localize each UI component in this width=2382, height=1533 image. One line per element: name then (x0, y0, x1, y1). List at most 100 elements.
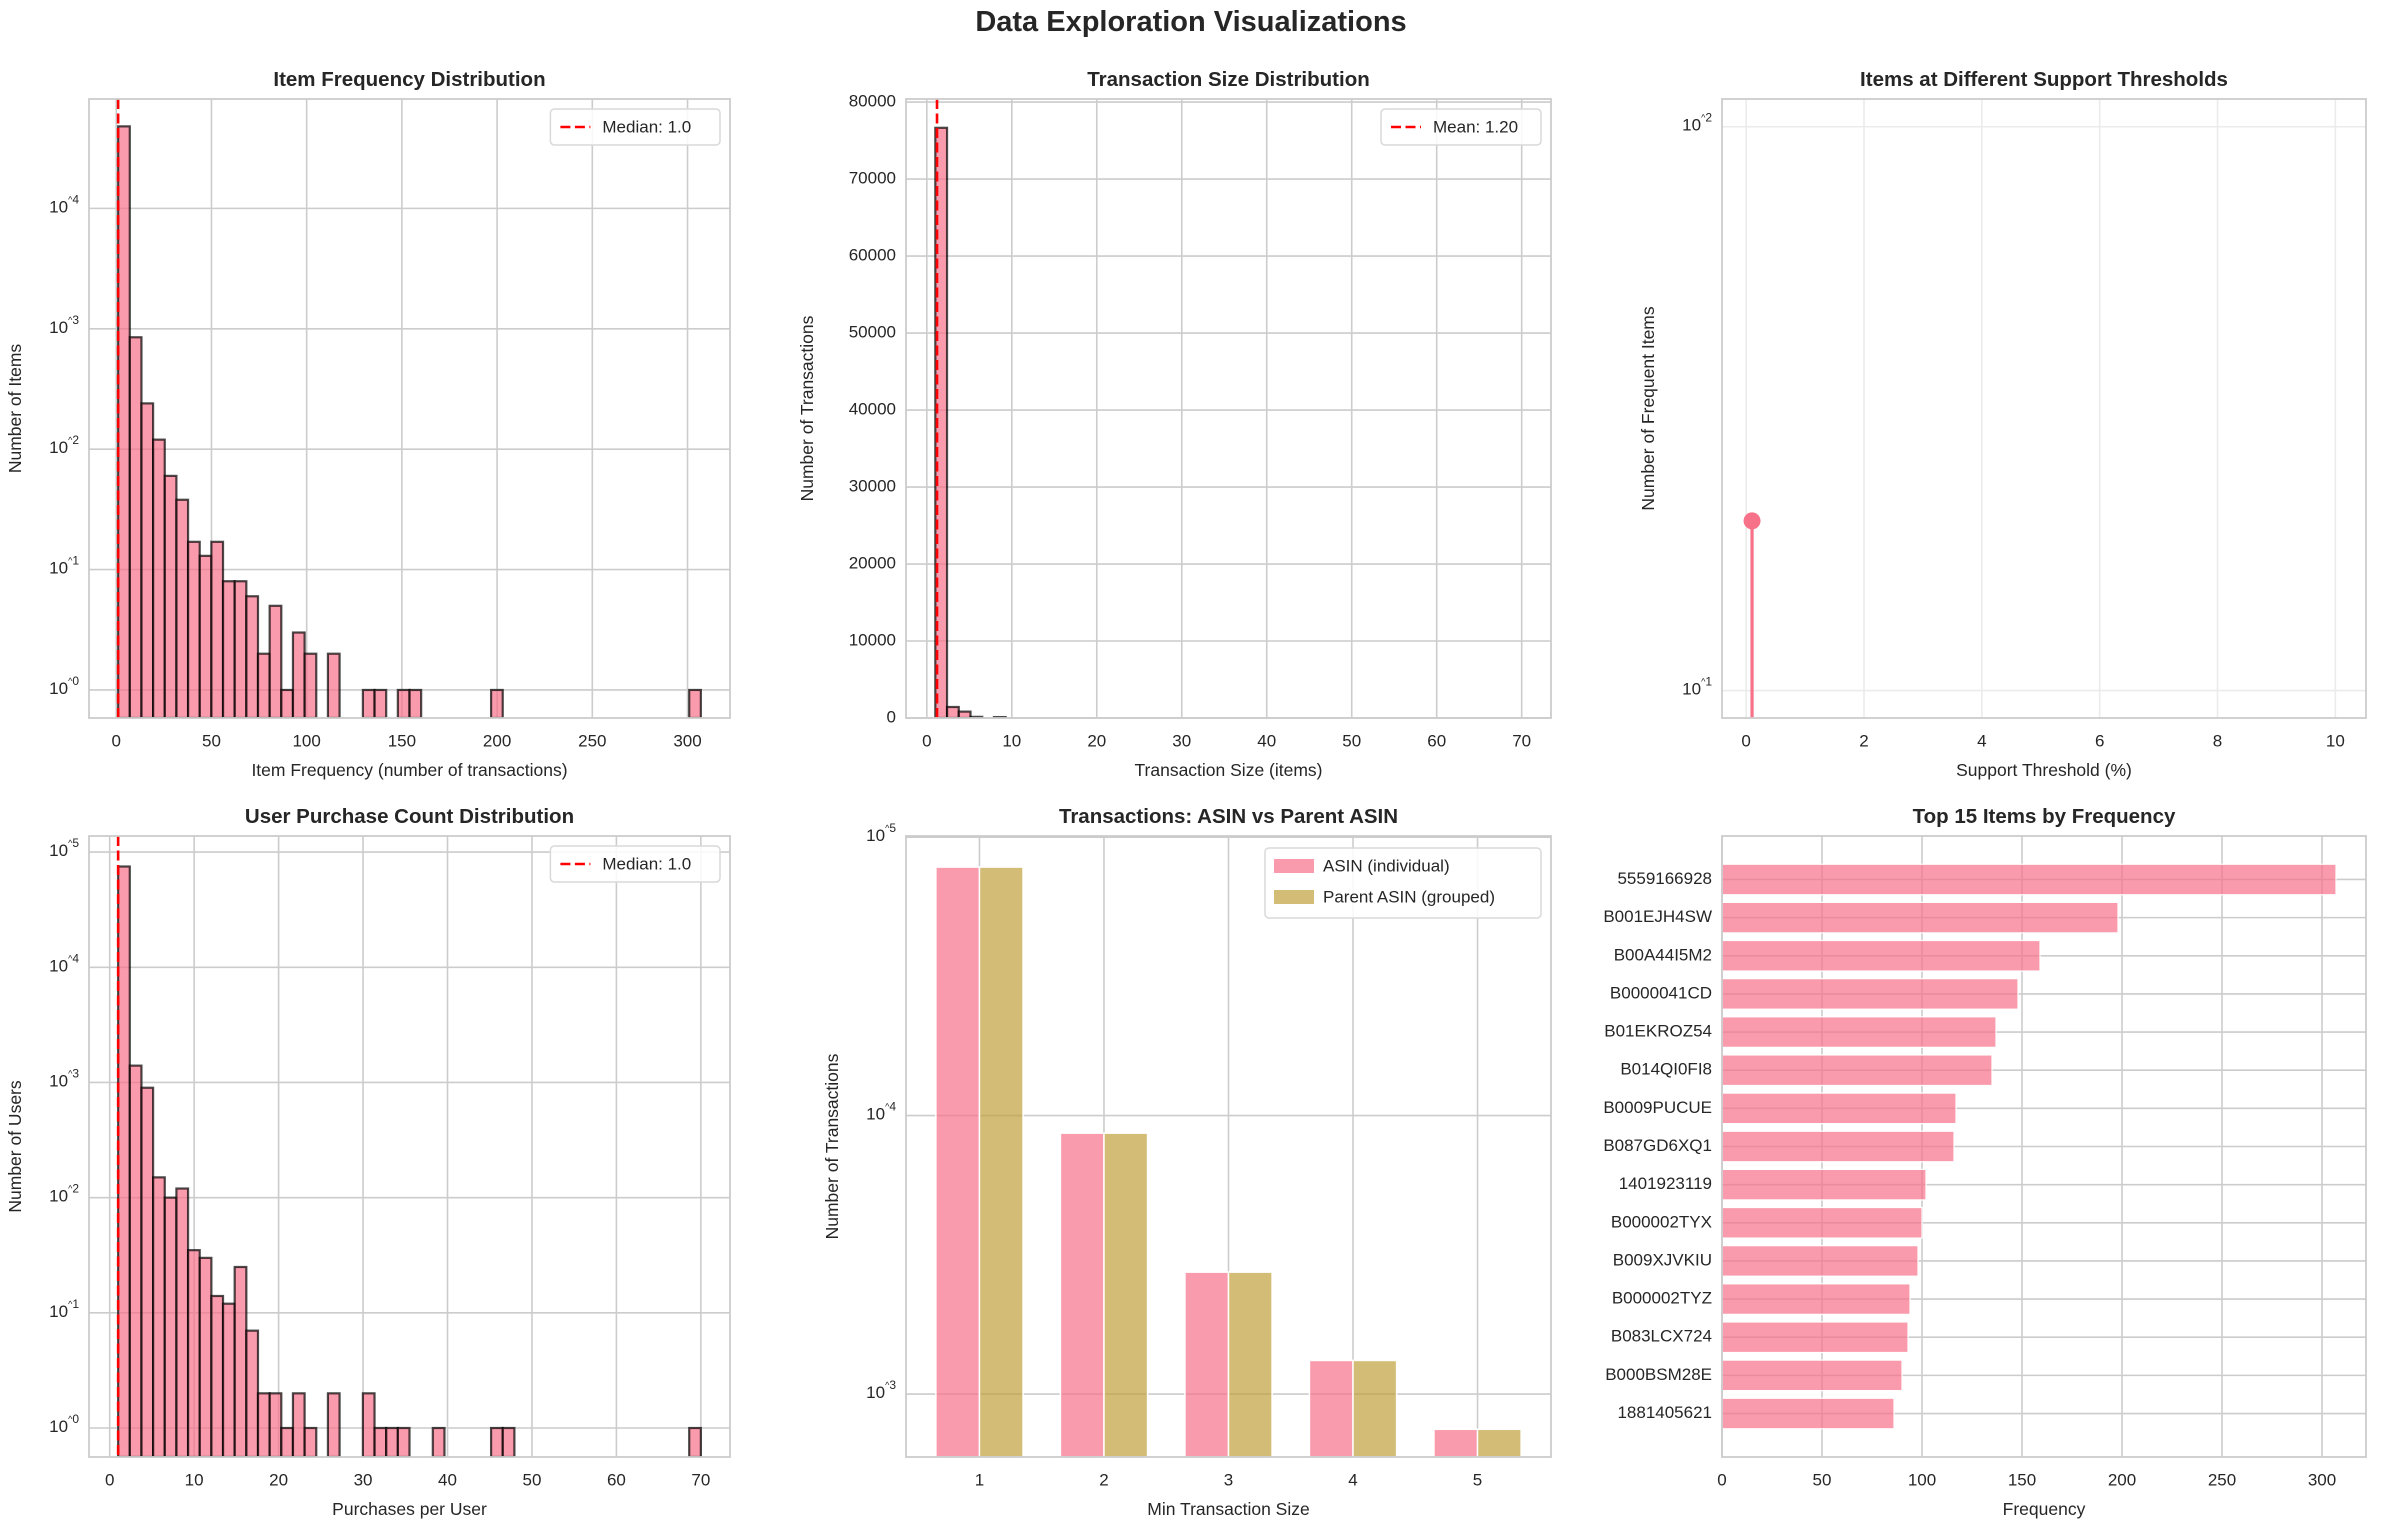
x-tick-label: 0 (922, 731, 931, 750)
y-tick-label: B000BSM28E (1605, 1365, 1712, 1384)
bar-item (1722, 1130, 1955, 1163)
chart-user-purchase-count-distribution: 0 10 20 30 40 50 60 70 10^0 10^1 10^2 10^3 10^4 10^5 U… (5, 805, 731, 1519)
y-tick-label: 1881405621 (1617, 1403, 1712, 1422)
y-tick-label: 70000 (849, 169, 896, 188)
histogram-bar (198, 1256, 213, 1457)
y-tick-label: B0000041CD (1610, 983, 1712, 1002)
bar-item (1722, 1245, 1919, 1277)
y-tick-label: B000002TYZ (1612, 1289, 1712, 1308)
y-tick-label: 0 (887, 707, 896, 726)
y-tick-label: 10000 (849, 630, 896, 649)
y-tick-label: 80000 (849, 92, 896, 111)
histogram-bar (152, 438, 166, 718)
bar-item (1722, 1092, 1957, 1125)
histogram-bar (140, 1086, 155, 1457)
y-axis-label: Number of Items (5, 344, 25, 474)
bar-item (1722, 1397, 1895, 1430)
bar-item (1722, 939, 2041, 972)
histogram-bar (373, 1426, 388, 1457)
histogram-bar (175, 1187, 190, 1457)
histogram-bar (431, 1426, 446, 1457)
axes-frame (1721, 98, 2367, 719)
x-tick-label: 40 (1257, 731, 1276, 750)
chart-title: Item Frequency Distribution (273, 68, 545, 91)
histogram-bar (163, 1196, 178, 1457)
y-axis-label: Number of Users (5, 1080, 25, 1213)
chart-top-15-items-by-frequency: 0 50 100 150 200 250 300 5559166928 B001EJH4SW B0… (1603, 805, 2367, 1519)
chart-transactions-asin-vs-parent-asin: 1 2 3 4 5 10^3 10^4 10^5 Transactions: ASIN vs P… (822, 805, 1552, 1519)
legend-box (1264, 847, 1542, 919)
histogram-bar (326, 1392, 341, 1457)
y-tick-label: B0009PUCUE (1603, 1098, 1712, 1117)
bar-item (1722, 863, 2337, 896)
axes-frame (905, 98, 1552, 719)
legend-label: Median: 1.0 (602, 854, 691, 873)
x-tick-label: 40 (438, 1470, 457, 1489)
x-axis-label: Item Frequency (number of transactions) (251, 760, 567, 780)
x-tick-label: 100 (292, 731, 320, 750)
y-tick-label: 10^3 (49, 1067, 79, 1091)
legend: Median: 1.0 (549, 108, 721, 146)
histogram-bar (117, 865, 131, 1457)
x-tick-label: 2 (1099, 1470, 1108, 1489)
x-axis-label: Purchases per User (332, 1499, 487, 1519)
bar-asin-individual (1059, 1132, 1105, 1457)
bar-item (1722, 1206, 1923, 1239)
histogram-bar (361, 1392, 376, 1457)
histogram-bar (210, 1294, 225, 1457)
x-tick-label: 10 (1002, 731, 1021, 750)
y-tick-label: 10^5 (866, 821, 896, 845)
histogram-bar (128, 336, 143, 718)
y-tick-label: 10^0 (49, 1412, 79, 1436)
histogram-bar (210, 540, 225, 718)
histogram-bar (957, 710, 972, 718)
y-tick-label: 30000 (849, 477, 896, 496)
histogram-bar (396, 688, 411, 718)
legend: Median: 1.0 (549, 845, 721, 883)
plot-area (1743, 512, 1761, 718)
histogram-bar (280, 688, 295, 718)
x-tick-label: 1 (975, 1470, 984, 1489)
bar-item (1722, 1168, 1927, 1201)
histogram-bar (501, 1426, 516, 1457)
x-tick-label: 100 (1908, 1470, 1936, 1489)
y-tick-label: 10^3 (866, 1378, 896, 1402)
histogram-bar (245, 595, 260, 718)
bar-item (1722, 1359, 1903, 1392)
x-tick-label: 30 (354, 1470, 373, 1489)
y-tick-label: 10^2 (49, 1182, 79, 1206)
x-axis-label: Transaction Size (items) (1134, 760, 1322, 780)
legend-label: ASIN (individual) (1323, 856, 1450, 875)
histogram-bar (186, 540, 201, 718)
x-axis-label: Frequency (2003, 1499, 2086, 1519)
y-tick-label: 40000 (849, 400, 896, 419)
legend-box (1380, 108, 1542, 146)
histogram-bar (303, 1426, 318, 1457)
plot-area (116, 99, 702, 718)
x-tick-label: 3 (1224, 1470, 1233, 1489)
x-tick-label: 10 (2326, 731, 2345, 750)
x-tick-label: 200 (2108, 1470, 2136, 1489)
histogram-bar (268, 1392, 283, 1457)
histogram-bar (408, 688, 423, 718)
chart-title: Transaction Size Distribution (1087, 68, 1370, 91)
bar-parent-asin-grouped (1352, 1359, 1398, 1457)
axes-frame (88, 835, 731, 1458)
y-tick-label: 10^1 (49, 554, 79, 578)
bar-asin-individual (1184, 1271, 1230, 1457)
x-tick-label: 250 (2208, 1470, 2236, 1489)
x-tick-label: 20 (1087, 731, 1106, 750)
legend-label: Parent ASIN (grouped) (1323, 887, 1495, 906)
histogram-bar (233, 580, 248, 718)
histogram-bar (688, 1426, 702, 1457)
bar-asin-individual (1308, 1359, 1354, 1457)
x-tick-label: 2 (1859, 731, 1868, 750)
histogram-bar (396, 1426, 411, 1457)
x-tick-label: 0 (1717, 1470, 1726, 1489)
y-tick-label: 10^5 (49, 836, 79, 860)
x-tick-label: 5 (1473, 1470, 1482, 1489)
plot-area (116, 836, 702, 1457)
x-tick-label: 200 (483, 731, 511, 750)
x-tick-label: 0 (111, 731, 120, 750)
